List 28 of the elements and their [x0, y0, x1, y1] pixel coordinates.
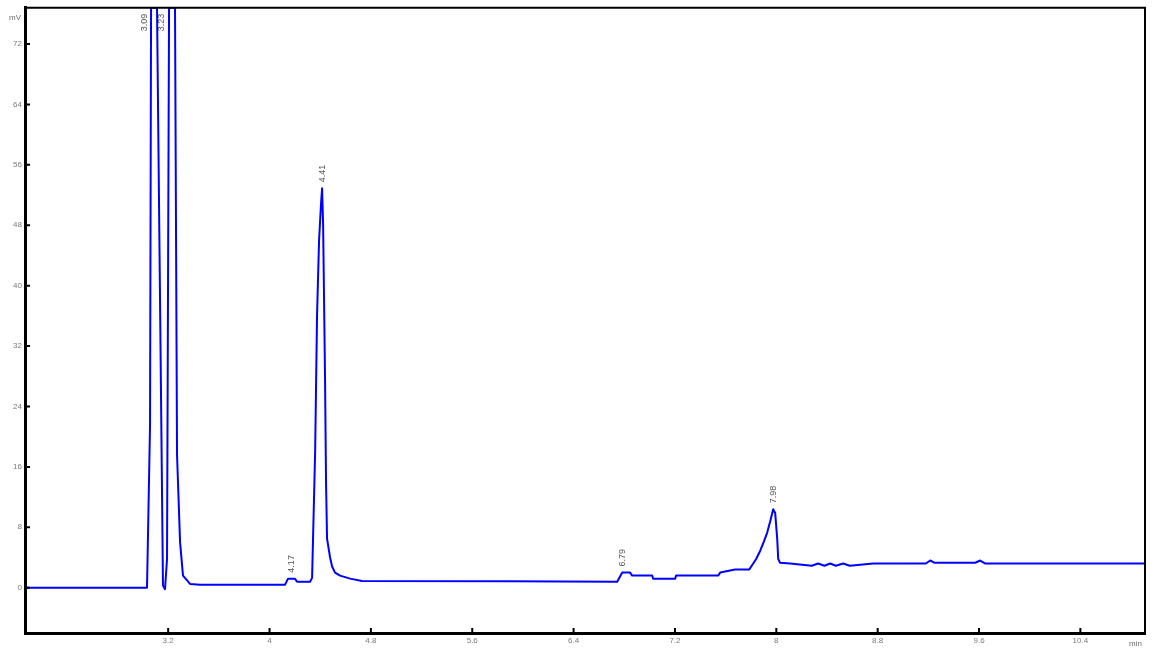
y-tick-label: 24: [13, 401, 23, 411]
annotation: 6.79: [617, 549, 628, 567]
y-tick-label: 56: [13, 160, 23, 170]
x-tick-label: 5.6: [466, 636, 479, 645]
y-tick-label: 48: [13, 220, 23, 230]
x-tick-label: 4: [267, 636, 273, 645]
y-tick-label: 32: [13, 341, 23, 351]
x-tick-label: 10.4: [1072, 636, 1089, 645]
x-tick-label: 6.4: [568, 636, 580, 645]
y-tick-label: 0: [17, 582, 23, 592]
annotation: 3.23: [156, 13, 167, 32]
annotation: 7.98: [767, 485, 778, 504]
x-tick-label: 8: [774, 636, 780, 645]
y-axis-title: mV: [9, 13, 22, 22]
x-tick-label: 4.8: [365, 636, 377, 645]
y-tick-label: 16: [13, 462, 23, 472]
y-tick-label: 40: [13, 280, 23, 290]
y-tick-label: 64: [13, 99, 23, 109]
x-tick-label: 9.6: [973, 636, 986, 645]
x-axis-title: min: [1129, 639, 1142, 649]
annotation: 4.41: [316, 164, 327, 183]
y-tick-label: 8: [17, 522, 23, 532]
x-tick-label: 7.2: [669, 636, 682, 645]
y-tick-label: 72: [13, 39, 23, 49]
x-tick-label: 8.8: [872, 636, 884, 645]
annotation: 3.09: [138, 13, 149, 32]
annotation: 4.17: [285, 555, 296, 573]
x-tick-label: 3.2: [162, 636, 175, 645]
